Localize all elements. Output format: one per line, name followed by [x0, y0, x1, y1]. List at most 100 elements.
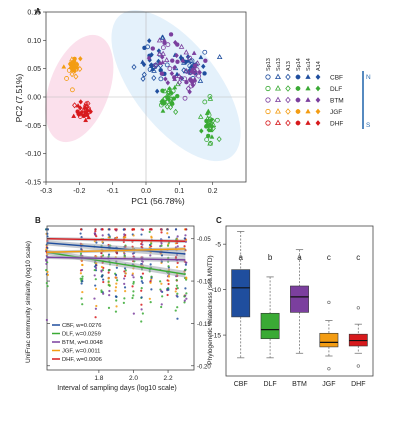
data-point-cbf — [158, 76, 164, 82]
data-point-btm — [150, 46, 155, 51]
data-point-dlf — [174, 309, 177, 312]
data-point-btm — [172, 75, 177, 80]
legend-marker-btm — [295, 97, 301, 103]
data-point-jgf — [46, 270, 49, 274]
data-point-dhf — [176, 261, 179, 264]
data-point-dhf — [94, 228, 97, 231]
data-point-btm — [172, 64, 177, 71]
data-point-jgf — [45, 248, 48, 251]
outlier-point — [327, 367, 331, 371]
data-point-btm — [183, 68, 189, 75]
data-point-btm — [123, 233, 126, 236]
data-point-btm — [183, 299, 186, 302]
legend-marker-dlf — [315, 85, 321, 92]
legend-marker-jgf — [265, 108, 271, 115]
data-point-dlf — [141, 312, 144, 315]
panel-a-legend: Sp13 Su13 A13 Sp14 Su14 A14 CBF DLF BTM JGF DHF N S — [265, 58, 371, 129]
fit-line-dlf — [46, 251, 186, 275]
data-point-btm — [194, 60, 201, 66]
data-point-dlf — [94, 278, 97, 281]
data-point-dlf — [216, 136, 222, 143]
panel-b-similarity-plot: 1.8 2.0 2.2 -0.05 -0.10 -0.15 -0.20 CBF, w=0.02… — [44, 225, 211, 382]
data-point-btm — [156, 50, 163, 56]
data-point-dlf — [214, 117, 220, 123]
data-point-btm — [160, 242, 163, 245]
data-point-jgf — [81, 263, 84, 267]
data-point-btm — [149, 254, 152, 257]
y-tick-label: -0.20 — [197, 364, 211, 370]
data-point-cbf — [201, 63, 206, 70]
series-btm — [146, 32, 208, 101]
data-point-dlf — [148, 230, 151, 234]
data-point-cbf — [46, 228, 49, 231]
data-point-dlf — [175, 93, 180, 99]
data-point-btm — [190, 66, 196, 73]
data-point-dlf — [176, 306, 179, 309]
data-point-dlf — [122, 301, 125, 305]
data-point-btm — [159, 54, 165, 60]
data-point-btm — [132, 276, 135, 279]
data-point-cbf — [149, 263, 152, 266]
data-point-dlf — [171, 96, 177, 101]
data-point-btm — [100, 269, 103, 272]
data-point-btm — [178, 43, 185, 49]
data-point-cbf — [94, 284, 97, 287]
data-point-dhf — [72, 102, 78, 109]
data-point-btm — [108, 293, 111, 297]
data-point-jgf — [114, 286, 118, 289]
data-point-cbf — [107, 253, 111, 256]
data-point-dlf — [176, 287, 179, 290]
x-category-label-jgf: JGF — [322, 381, 335, 388]
data-point-btm — [160, 45, 166, 50]
data-point-dhf — [183, 245, 186, 248]
legend-marker-dhf — [265, 120, 271, 126]
data-point-dhf — [94, 230, 97, 233]
data-point-jgf — [72, 68, 77, 74]
data-point-btm — [165, 80, 171, 86]
y-tick-label: 0.10 — [27, 38, 41, 45]
y-tick-label: -5 — [215, 242, 221, 249]
significance-letter-cbf: a — [238, 253, 243, 262]
legend-marker-cbf — [305, 74, 311, 79]
box-cbf — [231, 231, 251, 359]
data-point-cbf — [107, 228, 111, 231]
panel-b-legend: CBF, w=0.0276 DLF, w=0.0259 BTM, w=0.0048 J… — [52, 323, 103, 363]
data-point-jgf — [100, 265, 103, 269]
data-point-cbf — [115, 266, 118, 269]
series-jgf — [61, 56, 83, 93]
x-category-label-cbf: CBF — [234, 381, 248, 388]
data-point-cbf — [79, 232, 82, 235]
data-point-dlf — [132, 290, 135, 293]
data-point-jgf — [175, 265, 179, 269]
legend-row-cbf: CBF — [330, 75, 343, 82]
data-point-dlf — [169, 101, 175, 108]
box-body — [260, 312, 280, 340]
data-point-btm — [176, 235, 179, 238]
data-point-btm — [194, 67, 200, 73]
x-category-label-dlf: DLF — [263, 381, 276, 388]
north-label: N — [366, 74, 371, 81]
x-category-label-dhf: DHF — [351, 381, 365, 388]
data-point-btm — [182, 76, 187, 82]
box-body — [231, 269, 251, 318]
data-point-cbf — [95, 241, 98, 244]
data-point-jgf — [81, 290, 84, 294]
legend-marker-jgf — [315, 108, 321, 115]
legend-column-sp13: Sp13 — [266, 58, 272, 71]
data-point-cbf — [140, 75, 146, 82]
data-point-btm — [140, 228, 143, 231]
panel-b-xlabel: Interval of sampling days (log10 scale) — [57, 385, 176, 392]
ellipse-east-sites — [111, 10, 241, 162]
data-point-cbf — [184, 287, 187, 290]
x-category-label-btm: BTM — [292, 381, 307, 388]
data-point-dhf — [82, 105, 87, 112]
data-point-btm — [163, 56, 170, 63]
data-point-cbf — [140, 59, 146, 64]
panel-a-xlabel: PC1 (56.78%) — [131, 196, 185, 206]
data-point-dlf — [162, 88, 168, 94]
significance-letter-dlf: b — [268, 253, 273, 262]
data-point-btm — [80, 268, 84, 272]
data-point-dlf — [204, 124, 209, 129]
data-point-btm — [160, 50, 166, 56]
